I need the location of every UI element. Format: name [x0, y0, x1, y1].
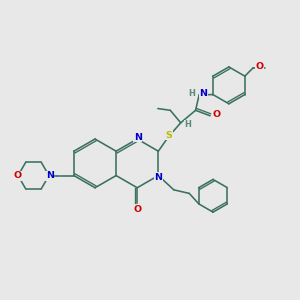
Text: N: N — [134, 133, 142, 142]
Text: O: O — [255, 62, 263, 71]
Text: O: O — [212, 110, 220, 119]
Text: H: H — [188, 88, 195, 98]
Text: N: N — [154, 173, 162, 182]
Text: H: H — [185, 120, 192, 129]
Text: S: S — [165, 131, 172, 140]
Text: N: N — [199, 88, 207, 98]
Text: O: O — [133, 205, 141, 214]
Text: O: O — [13, 171, 21, 180]
Text: N: N — [46, 171, 54, 180]
